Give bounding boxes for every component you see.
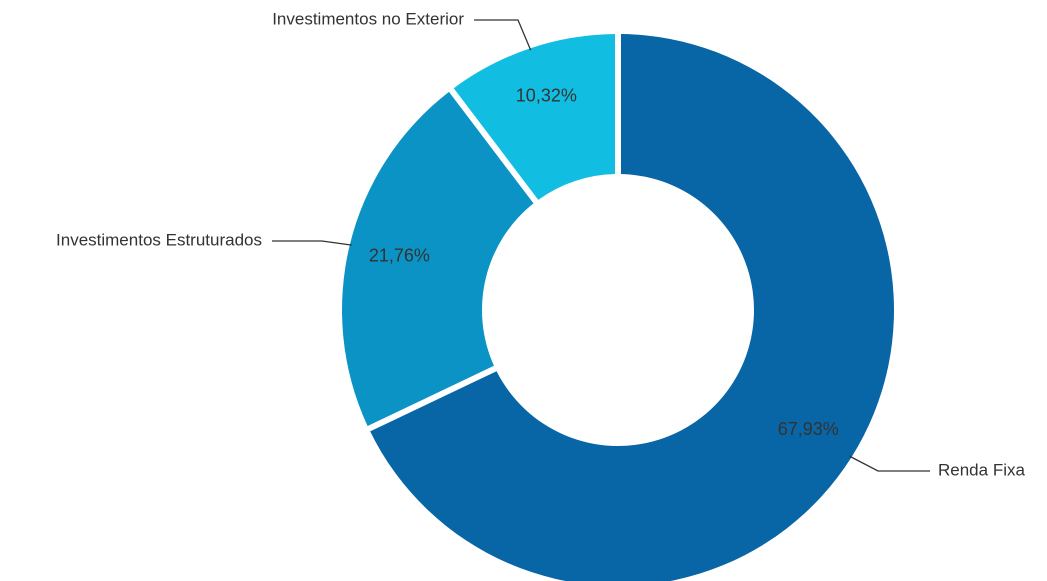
slice-investimentos-estruturados <box>342 91 534 427</box>
category-label-investimentos-estruturados: Investimentos Estruturados <box>56 230 262 249</box>
category-label-renda-fixa: Renda Fixa <box>938 460 1025 479</box>
leader-line-investimentos-no-exterior <box>474 19 532 51</box>
leader-line-renda-fixa <box>849 455 930 472</box>
value-label-investimentos-estruturados: 21,76% <box>369 246 430 266</box>
leader-line-investimentos-estruturados <box>272 240 352 246</box>
slice-renda-fixa <box>370 34 894 581</box>
slice-investimentos-no-exterior <box>453 34 616 200</box>
category-label-investimentos-no-exterior: Investimentos no Exterior <box>272 9 464 28</box>
value-label-renda-fixa: 67,93% <box>778 419 839 439</box>
value-label-investimentos-no-exterior: 10,32% <box>516 85 577 105</box>
